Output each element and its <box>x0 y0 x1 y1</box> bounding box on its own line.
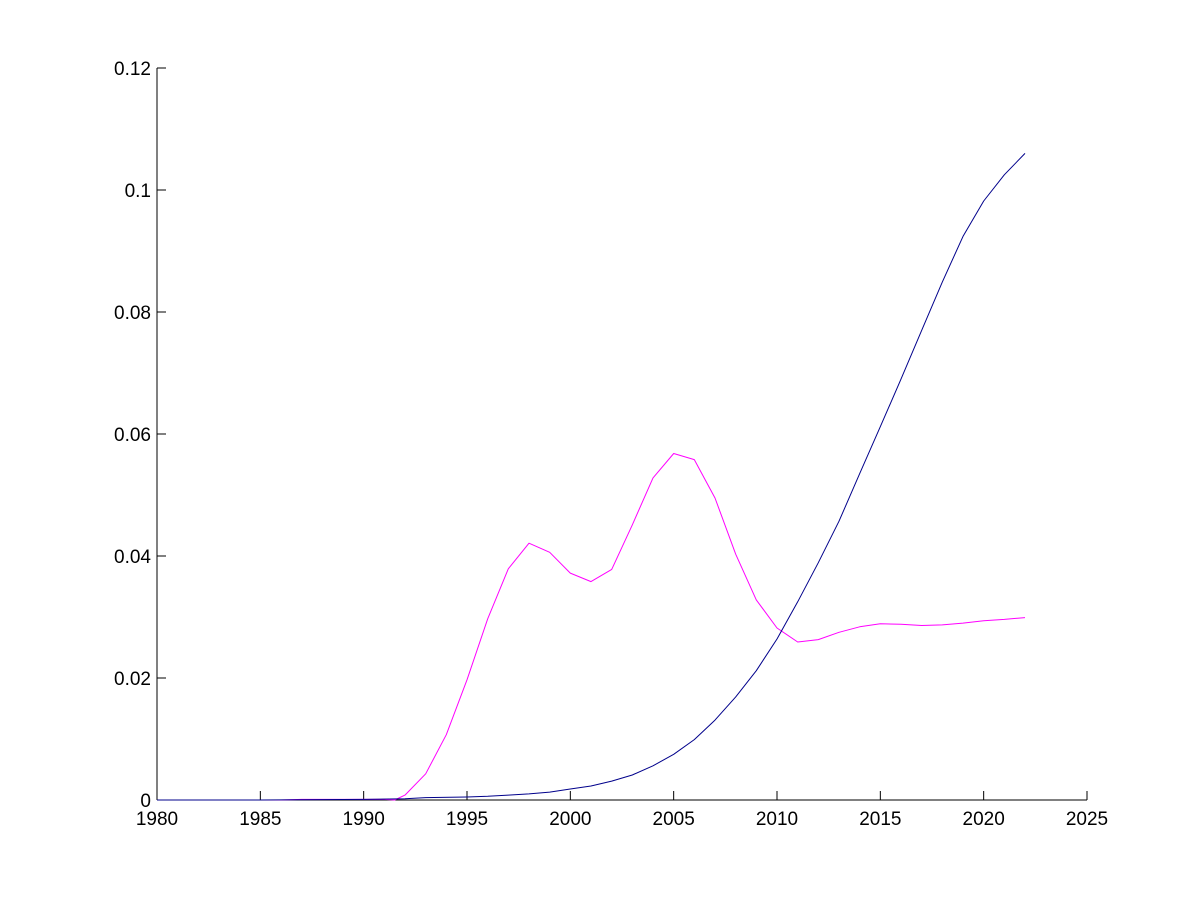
y-tick-labels: 0 0.02 0.04 0.06 0.08 0.1 0.12 <box>114 59 151 812</box>
axes <box>156 68 1087 801</box>
y-tick-label: 0 <box>140 791 151 812</box>
x-tick-label: 2025 <box>1066 809 1108 830</box>
x-tick-labels: 1980 1985 1990 1995 2000 2005 2010 2015 2020 2025 <box>136 809 1108 830</box>
x-tick-label: 2000 <box>549 809 591 830</box>
tick-marks <box>156 67 1088 801</box>
series-line-2 <box>157 153 1026 801</box>
y-tick-label: 0.04 <box>114 547 151 568</box>
x-tick-label: 1985 <box>239 809 281 830</box>
x-tick-label: 2015 <box>859 809 901 830</box>
y-tick-label: 0.12 <box>114 59 151 80</box>
y-tick-label: 0.02 <box>114 669 151 690</box>
x-tick-label: 1990 <box>343 809 385 830</box>
x-tick-label: 1995 <box>446 809 488 830</box>
x-tick-label: 1980 <box>136 809 178 830</box>
x-tick-label: 2010 <box>756 809 798 830</box>
y-tick-label: 0.1 <box>125 181 151 202</box>
x-tick-label: 2005 <box>653 809 695 830</box>
series-line-1 <box>157 453 1026 801</box>
y-tick-label: 0.06 <box>114 425 151 446</box>
x-tick-label: 2020 <box>963 809 1005 830</box>
series-lines <box>157 153 1026 801</box>
y-tick-label: 0.08 <box>114 303 151 324</box>
